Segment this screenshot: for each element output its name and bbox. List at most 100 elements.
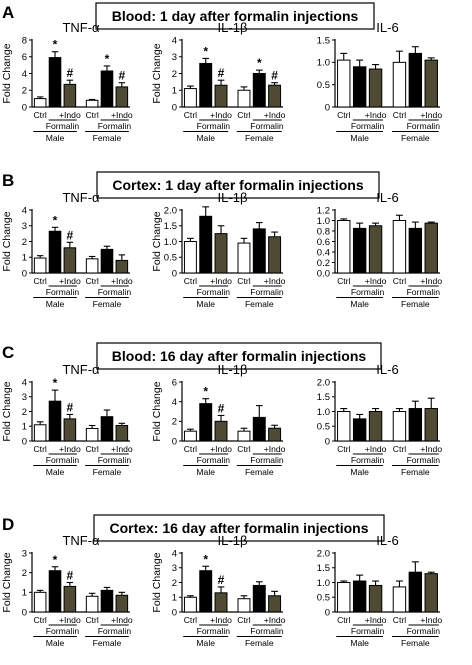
y-tick-label: 8 xyxy=(22,35,27,46)
y-tick-label: 3 xyxy=(22,548,27,559)
significance-hash: # xyxy=(67,569,74,583)
x-label-indo-male: +Indo xyxy=(365,615,387,625)
y-tick-label: 1 xyxy=(172,86,177,97)
y-tick-label: 0.5 xyxy=(164,253,177,264)
bar-male-formalin xyxy=(48,400,62,442)
x-label-ctrl-male: Ctrl xyxy=(184,615,197,625)
bar-female-indo xyxy=(424,408,438,442)
bar-male-ctrl xyxy=(183,88,197,108)
x-label-indo-female: +Indo xyxy=(420,615,442,625)
x-label-indo-male: +Indo xyxy=(365,444,387,454)
banner-box-d xyxy=(93,514,385,542)
bar-female-ctrl xyxy=(85,258,99,274)
x-label-female: Female xyxy=(401,638,430,648)
y-tick-label: 1 xyxy=(22,253,27,264)
y-tick-label: 2 xyxy=(172,578,177,589)
x-label-indo-female: +Indo xyxy=(264,110,286,120)
bar-female-ctrl xyxy=(392,220,407,274)
significance-hash: # xyxy=(218,573,225,587)
bar-female-ctrl xyxy=(392,411,407,442)
y-tick-label: 0 xyxy=(172,607,177,618)
x-label-formalin-female: Formalin xyxy=(407,455,441,465)
banner-d: Cortex: 16 day after formalin injections xyxy=(109,520,368,536)
significance-star: * xyxy=(257,56,262,70)
panel-d-header: D Cortex: 16 day after formalin injectio… xyxy=(2,514,385,542)
y-tick-label: 4 xyxy=(22,69,27,80)
bar-female-ctrl xyxy=(237,598,251,613)
y-tick-label: 1.2 xyxy=(317,205,330,216)
x-label-indo-male: +Indo xyxy=(210,276,232,286)
x-label-ctrl-female: Ctrl xyxy=(237,110,250,120)
x-label-formalin-female: Formalin xyxy=(250,287,284,297)
significance-star: * xyxy=(53,38,58,52)
bar-female-formalin xyxy=(252,73,266,108)
bar-male-indo xyxy=(63,418,77,442)
bar-female-indo xyxy=(424,573,438,613)
chart-title: IL-1β xyxy=(218,362,248,377)
x-label-ctrl-female: Ctrl xyxy=(237,276,250,286)
x-label-female: Female xyxy=(245,638,274,648)
significance-star: * xyxy=(53,553,58,567)
bar-female-indo xyxy=(268,595,282,613)
x-label-formalin-male: Formalin xyxy=(197,626,231,636)
significance-star: * xyxy=(53,376,58,390)
significance-hash: # xyxy=(271,69,278,83)
significance-hash: # xyxy=(67,66,74,80)
y-axis-label: Fold Change xyxy=(151,552,163,612)
chart-title: IL-1β xyxy=(218,533,248,548)
bar-male-indo xyxy=(214,592,228,613)
y-tick-label: 1.0 xyxy=(164,237,177,248)
y-tick-label: 1.5 xyxy=(317,392,330,403)
x-label-ctrl-male: Ctrl xyxy=(184,444,197,454)
x-label-formalin-female: Formalin xyxy=(407,121,441,131)
bar-male-ctrl xyxy=(337,411,351,442)
bar-male-indo xyxy=(63,247,77,274)
x-label-indo-female: +Indo xyxy=(264,615,286,625)
y-tick-label: 3 xyxy=(22,221,27,232)
significance-star: * xyxy=(203,44,208,58)
x-label-formalin-male: Formalin xyxy=(197,121,231,131)
x-label-male: Male xyxy=(350,133,369,143)
bar-male-formalin xyxy=(199,570,213,613)
significance-star: * xyxy=(203,385,208,399)
x-label-female: Female xyxy=(245,467,274,477)
x-label-indo-female: +Indo xyxy=(264,444,286,454)
y-tick-label: 1.0 xyxy=(317,407,330,418)
bar-male-indo xyxy=(368,225,383,274)
x-label-ctrl-female: Ctrl xyxy=(393,615,406,625)
y-tick-label: 1.0 xyxy=(317,578,330,589)
x-label-ctrl-male: Ctrl xyxy=(337,444,350,454)
x-label-female: Female xyxy=(245,299,274,309)
y-tick-label: 6 xyxy=(172,377,177,388)
bar-female-ctrl xyxy=(237,89,251,108)
bar-female-indo xyxy=(268,236,282,274)
x-label-formalin-male: Formalin xyxy=(351,455,385,465)
bar-male-ctrl xyxy=(337,220,351,274)
panel-letter-a: A xyxy=(2,3,14,22)
bar-female-formalin xyxy=(100,248,114,274)
y-tick-label: 1 xyxy=(172,593,177,604)
y-tick-label: 0 xyxy=(22,436,27,447)
y-tick-label: 1 xyxy=(22,588,27,599)
x-label-indo-male: +Indo xyxy=(365,110,387,120)
x-label-formalin-male: Formalin xyxy=(46,287,80,297)
chart-title: TNF-α xyxy=(62,190,100,205)
x-label-indo-male: +Indo xyxy=(365,276,387,286)
banner-box-b xyxy=(96,171,380,199)
x-label-indo-female: +Indo xyxy=(111,110,133,120)
x-label-formalin-male: Formalin xyxy=(46,626,80,636)
x-label-formalin-female: Formalin xyxy=(98,287,132,297)
x-label-ctrl-male: Ctrl xyxy=(337,615,350,625)
x-label-male: Male xyxy=(350,638,369,648)
y-axis-label: Fold Change xyxy=(151,43,163,103)
y-tick-label: 4 xyxy=(22,205,27,216)
panel-letter-b: B xyxy=(2,171,14,190)
x-label-indo-female: +Indo xyxy=(420,110,442,120)
x-label-formalin-male: Formalin xyxy=(351,287,385,297)
bar-male-indo xyxy=(368,584,383,613)
